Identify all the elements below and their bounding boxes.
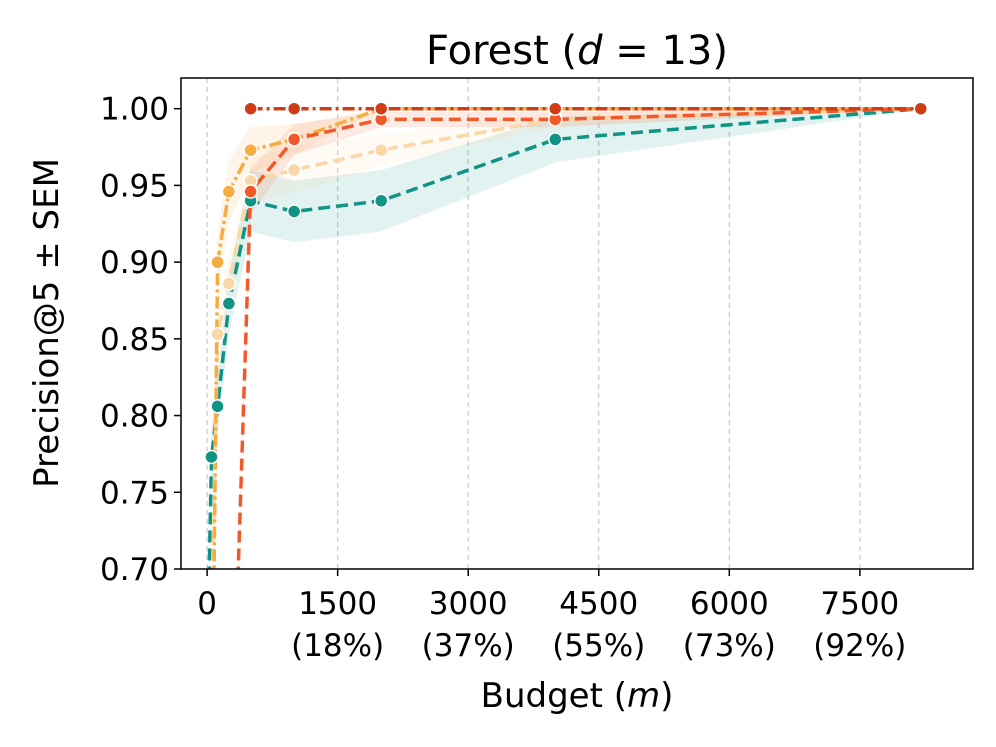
y-tick-label-1: 0.75 (100, 475, 169, 511)
x-tick-pct-4: (73%) (683, 628, 776, 664)
x-tick-label-3: 4500 (559, 586, 638, 622)
x-tick-label-5: 7500 (820, 586, 899, 622)
marker-dark-red-3 (547, 101, 563, 116)
x-tick-label-2: 3000 (429, 586, 508, 622)
x-tick-pct-1: (18%) (291, 628, 384, 664)
marker-pale-orange-4 (286, 162, 302, 178)
marker-dark-red-1 (286, 101, 302, 116)
marker-orange-2 (221, 184, 237, 199)
x-tick-pct-3: (55%) (552, 628, 645, 664)
x-tick-label-1: 1500 (298, 586, 377, 622)
series-line-orange (212, 106, 921, 569)
marker-orange-1 (210, 254, 225, 270)
marker-teal-1 (204, 449, 219, 465)
marker-teal-5 (286, 204, 302, 219)
y-tick-label-3: 0.85 (100, 322, 169, 358)
y-tick-label-4: 0.90 (100, 245, 169, 281)
marker-teal-6 (373, 193, 389, 208)
x-tick-pct-5: (92%) (813, 628, 906, 664)
x-axis-label: Budget (m) (481, 676, 674, 716)
y-tick-label-6: 1.00 (100, 92, 169, 128)
x-tick-label-0: 0 (197, 586, 217, 622)
marker-red-orange-2 (286, 132, 302, 147)
x-axis: 0 1500 (18%) 3000 (37%) 4500 (55%) 6000 (73%) 750… (197, 569, 906, 664)
marker-pale-orange-5 (373, 142, 389, 158)
marker-dark-red-0 (243, 101, 258, 116)
x-tick-label-4: 6000 (690, 586, 769, 622)
sem-band-teal (208, 108, 921, 569)
marker-pale-orange-2 (221, 276, 237, 291)
series-markers (204, 101, 929, 465)
series-line-pale-orange (211, 106, 921, 569)
marker-orange-3 (243, 142, 258, 158)
y-tick-label-0: 0.70 (100, 552, 169, 588)
plot-frame (180, 77, 974, 570)
series-line-red-orange (236, 106, 921, 569)
y-axis: 0.70 0.75 0.80 0.85 0.90 0.95 1.00 (100, 92, 181, 588)
y-axis-label: Precision@5 ± SEM (27, 158, 67, 488)
marker-teal-2 (210, 399, 225, 414)
y-tick-label-5: 0.95 (100, 168, 169, 204)
marker-pale-orange-1 (210, 326, 225, 342)
y-tick-label-2: 0.80 (100, 399, 169, 435)
x-tick-pct-2: (37%) (422, 628, 515, 664)
marker-red-orange-1 (243, 184, 258, 199)
marker-teal-7 (547, 132, 563, 147)
marker-dark-red-4 (913, 101, 929, 116)
sem-band-orange (213, 108, 921, 569)
marker-teal-3 (221, 296, 237, 311)
chart-title: Forest (d = 13) (426, 28, 728, 74)
marker-dark-red-2 (373, 101, 389, 116)
